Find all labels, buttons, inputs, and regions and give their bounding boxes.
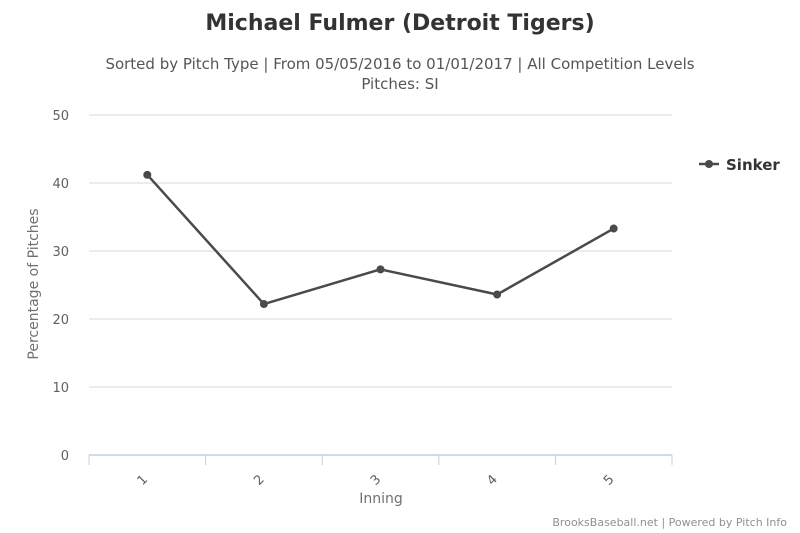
x-tick-label: 1 [135, 472, 151, 488]
y-tick-label: 0 [61, 449, 69, 464]
legend[interactable]: Sinker [699, 156, 780, 174]
credits[interactable]: BrooksBaseball.net | Powered by Pitch In… [552, 516, 787, 529]
y-tick-label: 30 [52, 245, 69, 260]
chart-subtitle-pitches: Pitches: SI [361, 75, 438, 93]
y-axis-title: Percentage of Pitches [26, 208, 42, 359]
x-tick-label: 4 [484, 472, 500, 488]
data-point[interactable] [609, 224, 618, 233]
x-axis: 1 2 3 4 5 [88, 454, 673, 489]
grid-lines [89, 114, 672, 388]
y-tick-label: 50 [52, 109, 69, 124]
legend-marker [705, 160, 713, 168]
x-tick-label: 5 [601, 472, 617, 488]
series-layer [143, 170, 618, 309]
y-tick-label: 10 [52, 381, 69, 396]
data-point[interactable] [493, 290, 502, 299]
y-tick-label: 20 [52, 313, 69, 328]
data-point[interactable] [259, 300, 268, 309]
data-point[interactable] [376, 265, 385, 274]
x-axis-title: Inning [359, 491, 403, 507]
y-axis-ticks: 0 10 20 30 40 50 [52, 109, 69, 464]
chart-title: Michael Fulmer (Detroit Tigers) [205, 11, 594, 36]
x-tick-label: 2 [251, 472, 267, 488]
series-line-sinker [146, 174, 615, 306]
y-tick-label: 40 [52, 177, 69, 192]
x-tick-label: 3 [368, 472, 384, 488]
legend-item-sinker: Sinker [726, 156, 780, 174]
data-point[interactable] [143, 170, 152, 179]
chart-subtitle: Sorted by Pitch Type | From 05/05/2016 t… [105, 55, 694, 73]
